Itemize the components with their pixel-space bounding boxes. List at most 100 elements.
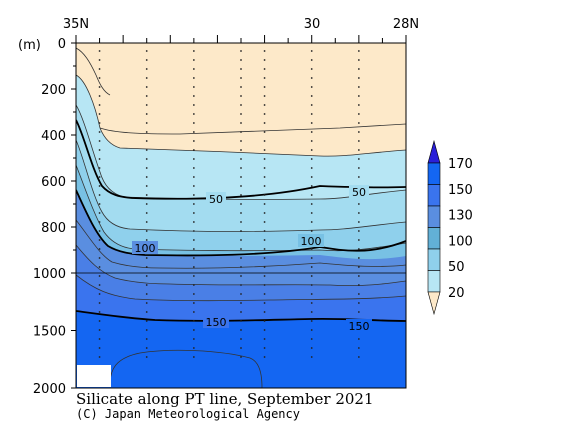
sample-dot <box>98 356 101 358</box>
sample-dot <box>310 185 313 187</box>
sample-dot <box>240 275 242 277</box>
sample-dot <box>240 131 242 133</box>
contour-line <box>76 164 406 252</box>
sample-dot <box>145 140 148 142</box>
sample-dot <box>145 329 148 331</box>
sample-dot <box>145 194 148 196</box>
sample-dot <box>310 221 313 223</box>
sample-dot <box>240 140 242 142</box>
sample-dot <box>98 203 101 205</box>
sample-dot <box>98 113 101 115</box>
sample-dot <box>192 311 195 313</box>
y-tick-label: 1500 <box>33 325 66 340</box>
sample-dot <box>263 167 266 169</box>
contour-line <box>76 219 406 269</box>
sample-dot <box>240 113 242 115</box>
contour-line <box>76 47 111 96</box>
contour-line <box>76 274 406 302</box>
colorbar-label: 50 <box>448 260 465 275</box>
sample-dot <box>98 293 101 295</box>
sample-dot <box>263 122 266 124</box>
sample-dot <box>263 176 266 178</box>
sample-dot <box>145 293 148 295</box>
sample-dot <box>240 320 242 322</box>
sample-dot <box>98 167 101 169</box>
sample-dot <box>192 293 195 295</box>
colorbar-label: 100 <box>448 234 473 249</box>
contour-fill <box>76 43 406 388</box>
sample-dot <box>357 113 360 115</box>
sample-dot <box>98 149 101 151</box>
sample-dot <box>263 113 266 115</box>
sample-dot <box>310 140 313 142</box>
sample-dot <box>240 356 242 358</box>
top-axis-ticks <box>75 35 407 43</box>
sample-dot <box>192 185 195 187</box>
sample-dot <box>192 203 195 205</box>
sample-dot <box>310 158 313 160</box>
x-tick-label-35n: 35N <box>63 17 89 32</box>
colorbar-label: 20 <box>448 286 465 301</box>
sample-dot <box>357 212 360 214</box>
sample-dot <box>263 158 266 160</box>
sample-dot <box>357 347 360 349</box>
sample-dot <box>192 176 195 178</box>
contour-label-bg <box>132 241 158 254</box>
colorbar-segment <box>427 205 441 228</box>
sample-dot <box>98 158 101 160</box>
y-tick-label: 400 <box>41 129 66 144</box>
contour-line <box>109 349 263 388</box>
sample-dot <box>310 212 313 214</box>
sample-dot <box>192 77 195 79</box>
sample-dot <box>263 311 266 313</box>
sample-dot <box>98 239 101 241</box>
sample-dot <box>310 149 313 151</box>
contour-label-100-b: 100 <box>301 235 322 248</box>
sample-dot <box>145 95 148 97</box>
sample-dot <box>192 275 195 277</box>
colorbar-segment <box>427 270 441 293</box>
sample-dot <box>240 311 242 313</box>
contour-line <box>76 74 406 157</box>
sample-dot <box>310 302 313 304</box>
sample-dot <box>310 203 313 205</box>
sample-dot <box>98 131 101 133</box>
sample-dot <box>145 275 148 277</box>
colorbar-extend-min <box>427 291 441 316</box>
sample-dot <box>145 347 148 349</box>
sample-dot <box>98 194 101 196</box>
sample-dot <box>145 221 148 223</box>
sample-dot <box>98 176 101 178</box>
sample-dot <box>192 320 195 322</box>
contour-line-100 <box>76 189 406 257</box>
sample-dot <box>310 113 313 115</box>
sample-dot <box>263 221 266 223</box>
credit-text: (C) Japan Meteorological Agency <box>76 407 300 421</box>
sample-dot <box>357 338 360 340</box>
sample-dot <box>357 104 360 106</box>
sample-dot <box>310 230 313 232</box>
sample-dot <box>263 203 266 205</box>
sample-dot <box>192 113 195 115</box>
sample-dot <box>145 113 148 115</box>
contour-label-bg <box>346 319 372 332</box>
y-tick-label: 800 <box>41 221 66 236</box>
band-above-150 <box>76 311 406 388</box>
sample-dot <box>357 59 360 61</box>
contour-line <box>99 123 406 135</box>
sample-dot <box>240 329 242 331</box>
sample-dot <box>145 131 148 133</box>
sample-dot <box>357 221 360 223</box>
sample-dot <box>263 212 266 214</box>
sample-dot <box>357 356 360 358</box>
sample-dot <box>240 149 242 151</box>
sample-dot <box>263 320 266 322</box>
sample-dot <box>192 104 195 106</box>
sample-dot <box>192 347 195 349</box>
sample-dot <box>145 68 148 70</box>
sample-dot <box>263 77 266 79</box>
sample-dot <box>263 230 266 232</box>
sample-dot <box>357 122 360 124</box>
sample-dot <box>145 86 148 88</box>
